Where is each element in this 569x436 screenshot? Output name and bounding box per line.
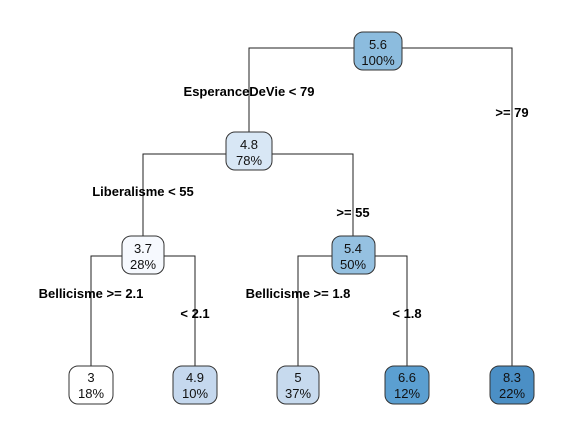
edge-n5-to-n10 (297, 255, 332, 366)
split-label-liberalisme-lt-55: Liberalisme < 55 (92, 184, 194, 199)
node-n3-box (489, 365, 535, 405)
node-n2-value: 4.8 (240, 137, 258, 152)
node-n4-box (121, 235, 165, 275)
node-n3-percent: 22% (499, 386, 525, 401)
edge-root-to-n2 (248, 47, 354, 132)
node-n11: 6.6 12% (384, 365, 430, 405)
node-n11-box (384, 365, 430, 405)
node-n10: 5 37% (276, 365, 320, 405)
node-n11-percent: 12% (394, 386, 420, 401)
split-label-esperancedevie-lt-79: EsperanceDeVie < 79 (184, 84, 315, 99)
node-n5-value: 5.4 (344, 241, 362, 256)
tree-edges (90, 47, 513, 366)
node-n10-box (276, 365, 320, 405)
edge-n2-to-n4 (142, 153, 226, 236)
node-root-box (353, 31, 403, 71)
edge-n4-to-n9 (164, 255, 196, 366)
node-n3-value: 8.3 (503, 370, 521, 385)
node-n2-box (225, 131, 273, 171)
node-root-percent: 100% (361, 53, 395, 68)
node-n8-percent: 18% (78, 386, 104, 401)
node-n2: 4.8 78% (225, 131, 273, 171)
node-n3: 8.3 22% (489, 365, 535, 405)
node-n10-value: 5 (294, 370, 301, 385)
node-n9-value: 4.9 (186, 370, 204, 385)
node-n8-value: 3 (87, 370, 94, 385)
node-n8-box (68, 365, 114, 405)
node-n9-percent: 10% (182, 386, 208, 401)
split-label-bellicisme-ge-2-1: Bellicisme >= 2.1 (39, 286, 144, 301)
node-n4: 3.7 28% (121, 235, 165, 275)
split-label-bellicisme-lt-1-8: < 1.8 (392, 306, 421, 321)
node-n9-box (172, 365, 218, 405)
node-n5: 5.4 50% (331, 235, 376, 275)
tree-nodes: 5.6 100% 4.8 78% 3.7 28% 5.4 50% 3 18% 4… (68, 31, 535, 405)
split-label-liberalisme-ge-55: >= 55 (336, 205, 369, 220)
node-n8: 3 18% (68, 365, 114, 405)
node-n2-percent: 78% (236, 153, 262, 168)
node-n5-percent: 50% (340, 257, 366, 272)
split-label-bellicisme-lt-2-1: < 2.1 (180, 306, 209, 321)
split-labels: EsperanceDeVie < 79 >= 79 Liberalisme < … (39, 84, 529, 321)
node-n4-percent: 28% (130, 257, 156, 272)
edge-n4-to-n8 (90, 255, 122, 366)
node-n10-percent: 37% (285, 386, 311, 401)
node-n5-box (331, 235, 376, 275)
edge-root-to-n3 (402, 47, 513, 366)
edge-n5-to-n11 (375, 255, 408, 366)
node-root: 5.6 100% (353, 31, 403, 71)
node-n11-value: 6.6 (398, 370, 416, 385)
split-label-bellicisme-ge-1-8: Bellicisme >= 1.8 (246, 286, 351, 301)
node-n9: 4.9 10% (172, 365, 218, 405)
split-label-esperancedevie-ge-79: >= 79 (495, 105, 528, 120)
node-n4-value: 3.7 (134, 241, 152, 256)
node-root-value: 5.6 (369, 37, 387, 52)
edge-n2-to-n5 (272, 153, 354, 236)
